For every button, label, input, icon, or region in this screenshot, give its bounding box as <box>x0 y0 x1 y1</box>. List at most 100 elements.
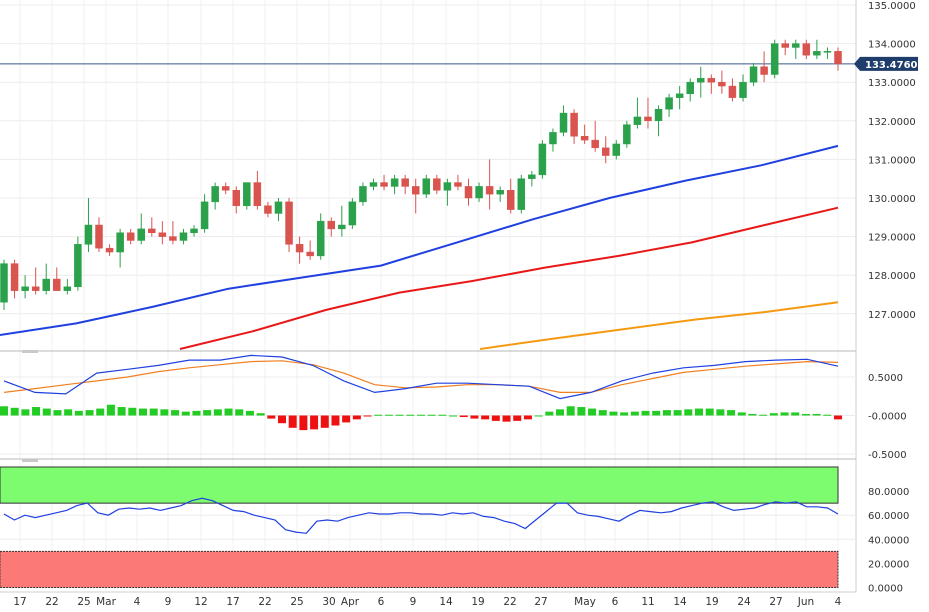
x-tick-label: 17 <box>13 596 26 608</box>
x-tick-label: 19 <box>471 596 484 608</box>
candle-body <box>411 186 420 195</box>
macd-histogram-bar <box>780 412 789 416</box>
candle-body <box>749 66 758 83</box>
macd-histogram-bar <box>128 407 137 416</box>
x-tick-label: Jun <box>797 596 814 608</box>
macd-line <box>3 354 839 400</box>
ma-fast-line <box>0 144 839 336</box>
candle-body <box>506 190 515 210</box>
candle-body <box>74 244 82 288</box>
candle-body <box>42 278 50 291</box>
x-tick-label: 9 <box>165 596 172 608</box>
candle-body <box>665 97 673 110</box>
macd-histogram-bar <box>149 408 158 416</box>
candle-body <box>116 232 124 253</box>
candle-body <box>338 224 346 230</box>
price-y-tick-label: 129.0000 <box>868 233 916 244</box>
x-tick-label: 6 <box>612 596 619 608</box>
candle-body <box>496 190 504 195</box>
rsi-y-tick-label: 80.0000 <box>868 487 909 498</box>
ma-mid-line <box>179 206 839 350</box>
candle-body <box>253 182 262 206</box>
candle-body <box>285 201 293 245</box>
macd-histogram-bar <box>106 404 115 416</box>
macd-histogram-bar <box>331 415 340 426</box>
macd-histogram-bar <box>417 414 425 416</box>
panel-resize-handle <box>22 350 38 353</box>
macd-histogram-bar <box>684 409 693 416</box>
candle-body <box>10 263 19 291</box>
candle-body <box>306 251 314 257</box>
candle-body <box>823 51 832 53</box>
macd-histogram-bar <box>556 409 564 416</box>
candle-body <box>95 224 103 249</box>
candle-body <box>274 201 283 214</box>
macd-histogram-bar <box>203 410 212 416</box>
macd-histogram-bar <box>491 415 500 421</box>
macd-histogram-bar <box>10 407 19 416</box>
macd-histogram-bar <box>74 410 83 416</box>
macd-histogram-bar <box>85 410 94 416</box>
x-tick-label: Mar <box>96 596 116 608</box>
candle-body <box>591 139 599 149</box>
panel-resize-handle <box>22 459 38 462</box>
rsi-y-tick-label: 20.0000 <box>868 559 909 570</box>
x-tick-label: Apr <box>341 596 360 608</box>
candle-body <box>21 286 29 291</box>
candle-body <box>834 51 842 65</box>
x-tick-label: 25 <box>290 596 303 608</box>
candle-body <box>84 224 93 245</box>
x-tick-label: 4 <box>835 596 842 608</box>
macd-histogram-bar <box>748 413 757 416</box>
candle-body <box>559 112 568 133</box>
price-y-tick-label: 135.0000 <box>868 1 916 12</box>
x-tick-label: 17 <box>226 596 239 608</box>
price-y-tick-label: 131.0000 <box>868 155 916 166</box>
macd-histogram-bar <box>727 410 736 416</box>
candle-body <box>211 186 219 203</box>
macd-histogram-bar <box>21 409 30 416</box>
candle-body <box>264 205 272 214</box>
macd-histogram-bar <box>759 414 768 416</box>
candle-body <box>179 232 188 241</box>
candle-body <box>792 43 800 48</box>
macd-y-tick-label: -0.5000 <box>868 450 907 461</box>
macd-histogram-bar <box>160 409 169 416</box>
candle-body <box>601 147 610 156</box>
macd-histogram-bar <box>192 410 201 416</box>
candle-body <box>348 201 357 226</box>
candle-body <box>802 43 811 56</box>
candle-body <box>433 178 441 191</box>
macd-histogram-bar <box>0 406 8 416</box>
macd-histogram-bar <box>695 408 703 416</box>
macd-histogram-bar <box>513 415 522 421</box>
macd-histogram-bar <box>716 409 725 416</box>
x-tick-label: 30 <box>322 596 335 608</box>
candle-body <box>200 201 209 230</box>
candle-body <box>232 190 241 206</box>
x-tick-label: 4 <box>134 596 141 608</box>
candle-body <box>623 124 631 145</box>
macd-histogram-bar <box>705 408 714 416</box>
macd-histogram-bar <box>256 413 265 416</box>
candle-body <box>517 178 526 210</box>
macd-histogram-bar <box>812 413 821 416</box>
macd-histogram-bar <box>481 415 490 420</box>
macd-histogram-bar <box>662 410 671 416</box>
price-y-tick-label: 134.0000 <box>868 40 916 51</box>
x-tick-label: 6 <box>378 596 385 608</box>
macd-histogram-bar <box>395 414 404 416</box>
candle-body <box>0 263 8 303</box>
macd-histogram-bar <box>652 410 661 416</box>
candle-body <box>169 236 177 241</box>
candle-body <box>31 286 40 291</box>
candle-body <box>675 93 684 98</box>
rsi-y-tick-label: 40.0000 <box>868 535 909 546</box>
candle-body <box>760 66 768 75</box>
macd-histogram-bar <box>801 413 810 416</box>
x-tick-label: 25 <box>77 596 90 608</box>
x-tick-label: 11 <box>641 596 654 608</box>
candle-body <box>612 143 621 156</box>
macd-histogram-bar <box>449 415 458 417</box>
